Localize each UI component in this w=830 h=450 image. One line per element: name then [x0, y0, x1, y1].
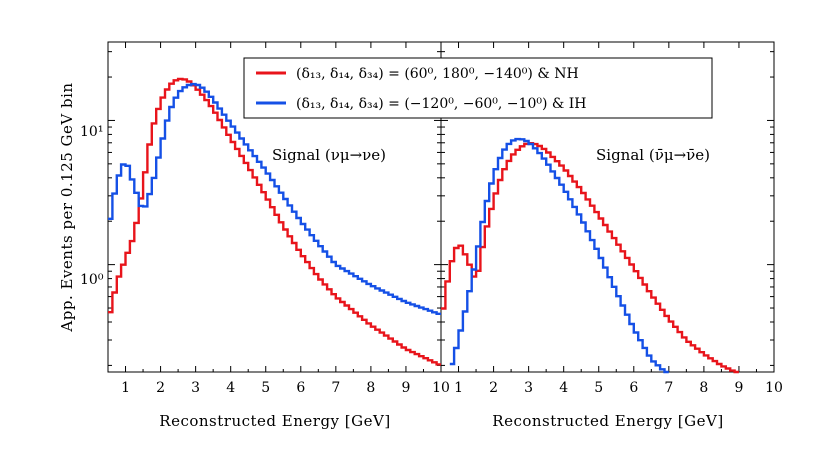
left-xtick-label-10: 10: [432, 380, 450, 396]
legend-box: [243, 57, 713, 119]
x-axis-title-left: Reconstructed Energy [GeV]: [159, 412, 390, 430]
right-xtick-label-5: 5: [594, 380, 603, 396]
right-panel-frame: [440, 41, 775, 373]
right-xtick-label-6: 6: [629, 380, 638, 396]
left-xtick-label-6: 6: [296, 380, 305, 396]
left-xtick-label-2: 2: [156, 380, 165, 396]
right-xtick-label-2: 2: [489, 380, 498, 396]
left-series-ih: [108, 82, 441, 315]
legend-label-ih: (δ₁₃, δ₁₄, δ₃₄) = (−120⁰, −60⁰, −10⁰) & …: [296, 96, 587, 112]
signal-label-right: Signal (ν̄μ→ν̄e): [596, 146, 710, 164]
left-xtick-label-4: 4: [226, 380, 235, 396]
left-xtick-label-5: 5: [261, 380, 270, 396]
ytick-label-10-0: 10⁰: [80, 272, 104, 288]
x-axis-title-right: Reconstructed Energy [GeV]: [492, 412, 723, 430]
left-xtick-label-3: 3: [191, 380, 200, 396]
ytick-label-10-1: 10¹: [80, 124, 103, 140]
left-xtick-label-1: 1: [121, 380, 130, 396]
right-xtick-label-4: 4: [559, 380, 568, 396]
right-xtick-label-8: 8: [699, 380, 708, 396]
left-series-nh: [108, 77, 441, 366]
right-xtick-label-10: 10: [765, 380, 783, 396]
signal-label-left: Signal (νμ→νe): [272, 146, 386, 164]
right-series-ih: [449, 137, 669, 374]
right-xtick-label-7: 7: [664, 380, 673, 396]
right-xtick-label-3: 3: [524, 380, 533, 396]
right-series-group: [441, 137, 739, 374]
legend-label-nh: (δ₁₃, δ₁₄, δ₃₄) = (60⁰, 180⁰, −140⁰) & N…: [296, 66, 579, 82]
legend: (δ₁₃, δ₁₄, δ₃₄) = (60⁰, 180⁰, −140⁰) & N…: [243, 57, 713, 119]
right-series-nh: [441, 142, 739, 374]
left-series-group: [108, 77, 441, 366]
left-xtick-label-9: 9: [401, 380, 410, 396]
y-axis-title: App. Events per 0.125 GeV bin: [58, 82, 76, 332]
right-xtick-label-9: 9: [734, 380, 743, 396]
right-xtick-label-1: 1: [454, 380, 463, 396]
left-xtick-label-7: 7: [331, 380, 340, 396]
left-xtick-label-8: 8: [366, 380, 375, 396]
